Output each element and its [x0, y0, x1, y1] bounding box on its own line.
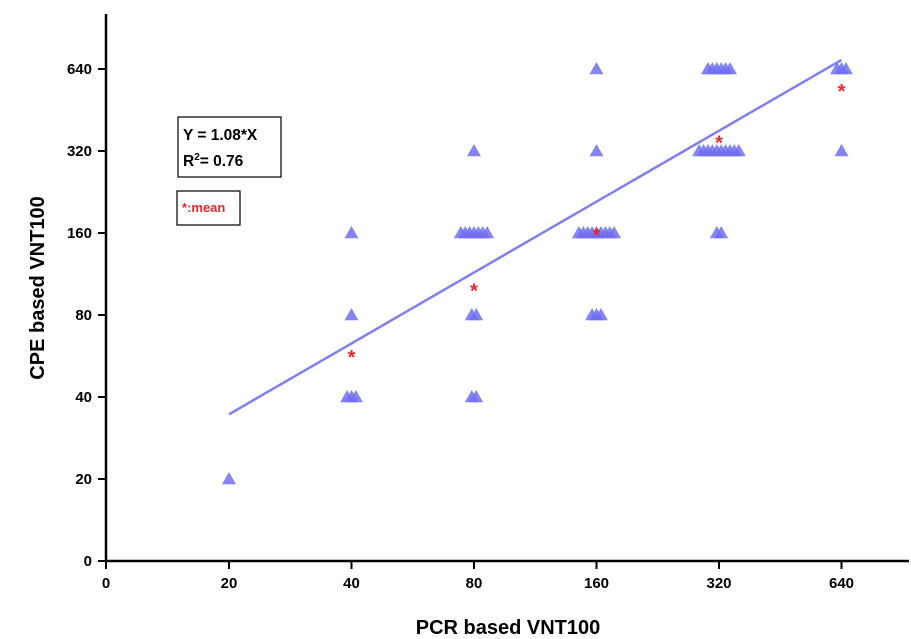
y-tick-label: 640 — [67, 61, 92, 78]
data-point — [348, 390, 363, 403]
mean-marker: * — [715, 132, 723, 154]
data-points — [222, 62, 853, 485]
y-tick-label: 160 — [67, 225, 92, 242]
mean-marker: * — [348, 347, 356, 369]
data-point — [834, 144, 849, 157]
mean-marker: * — [470, 281, 478, 303]
data-point — [344, 226, 359, 239]
y-tick-label: 20 — [75, 471, 92, 488]
x-tick-label: 160 — [584, 575, 609, 592]
r-squared-text: R2= 0.76 — [183, 152, 244, 170]
x-tick-label: 0 — [102, 575, 110, 592]
equation-text: Y = 1.08*X — [183, 127, 258, 144]
x-tick-label: 640 — [829, 575, 854, 592]
data-point — [714, 226, 729, 239]
data-point — [593, 308, 608, 321]
data-point — [222, 472, 236, 485]
data-point — [838, 62, 853, 75]
x-tick-label: 20 — [221, 575, 238, 592]
equation-box-frame — [177, 116, 282, 178]
data-point — [731, 144, 746, 157]
mean-markers: * * * * * — [348, 81, 846, 369]
mean-legend-symbol: * — [182, 200, 188, 215]
fit-line — [228, 58, 843, 416]
data-point — [469, 308, 484, 321]
mean-marker: * — [593, 225, 601, 247]
data-point — [467, 144, 481, 157]
data-point — [469, 390, 484, 403]
equation-box: Y = 1.08*X R2= 0.76 — [177, 116, 282, 178]
r-squared-sup: 2 — [194, 152, 200, 163]
data-point — [589, 144, 604, 157]
y-tick-label: 320 — [67, 143, 92, 160]
y-tick-label: 40 — [75, 389, 92, 406]
mean-legend-frame — [176, 190, 241, 226]
x-tick-label: 320 — [706, 575, 731, 592]
data-point — [344, 308, 359, 321]
data-point — [607, 226, 622, 239]
r-squared-prefix: R — [183, 153, 194, 170]
r-squared-value: = 0.76 — [200, 153, 244, 170]
y-tick-label: 0 — [84, 553, 92, 570]
x-tick-label: 80 — [466, 575, 483, 592]
mean-legend-box: *:mean — [176, 190, 241, 226]
x-tick-label: 40 — [343, 575, 360, 592]
data-point — [723, 62, 737, 75]
mean-legend-text: *:mean — [182, 200, 225, 215]
mean-marker: * — [838, 81, 846, 103]
x-axis-title: PCR based VNT100 — [416, 617, 601, 639]
data-point — [480, 226, 495, 239]
y-axis-title: CPE based VNT100 — [27, 196, 49, 379]
data-point — [589, 62, 604, 75]
axes: 0 20 40 80 160 320 640 0 20 40 80 160 320 640 — [67, 14, 909, 592]
mean-legend-label: :mean — [187, 200, 225, 215]
y-tick-label: 80 — [75, 307, 92, 324]
